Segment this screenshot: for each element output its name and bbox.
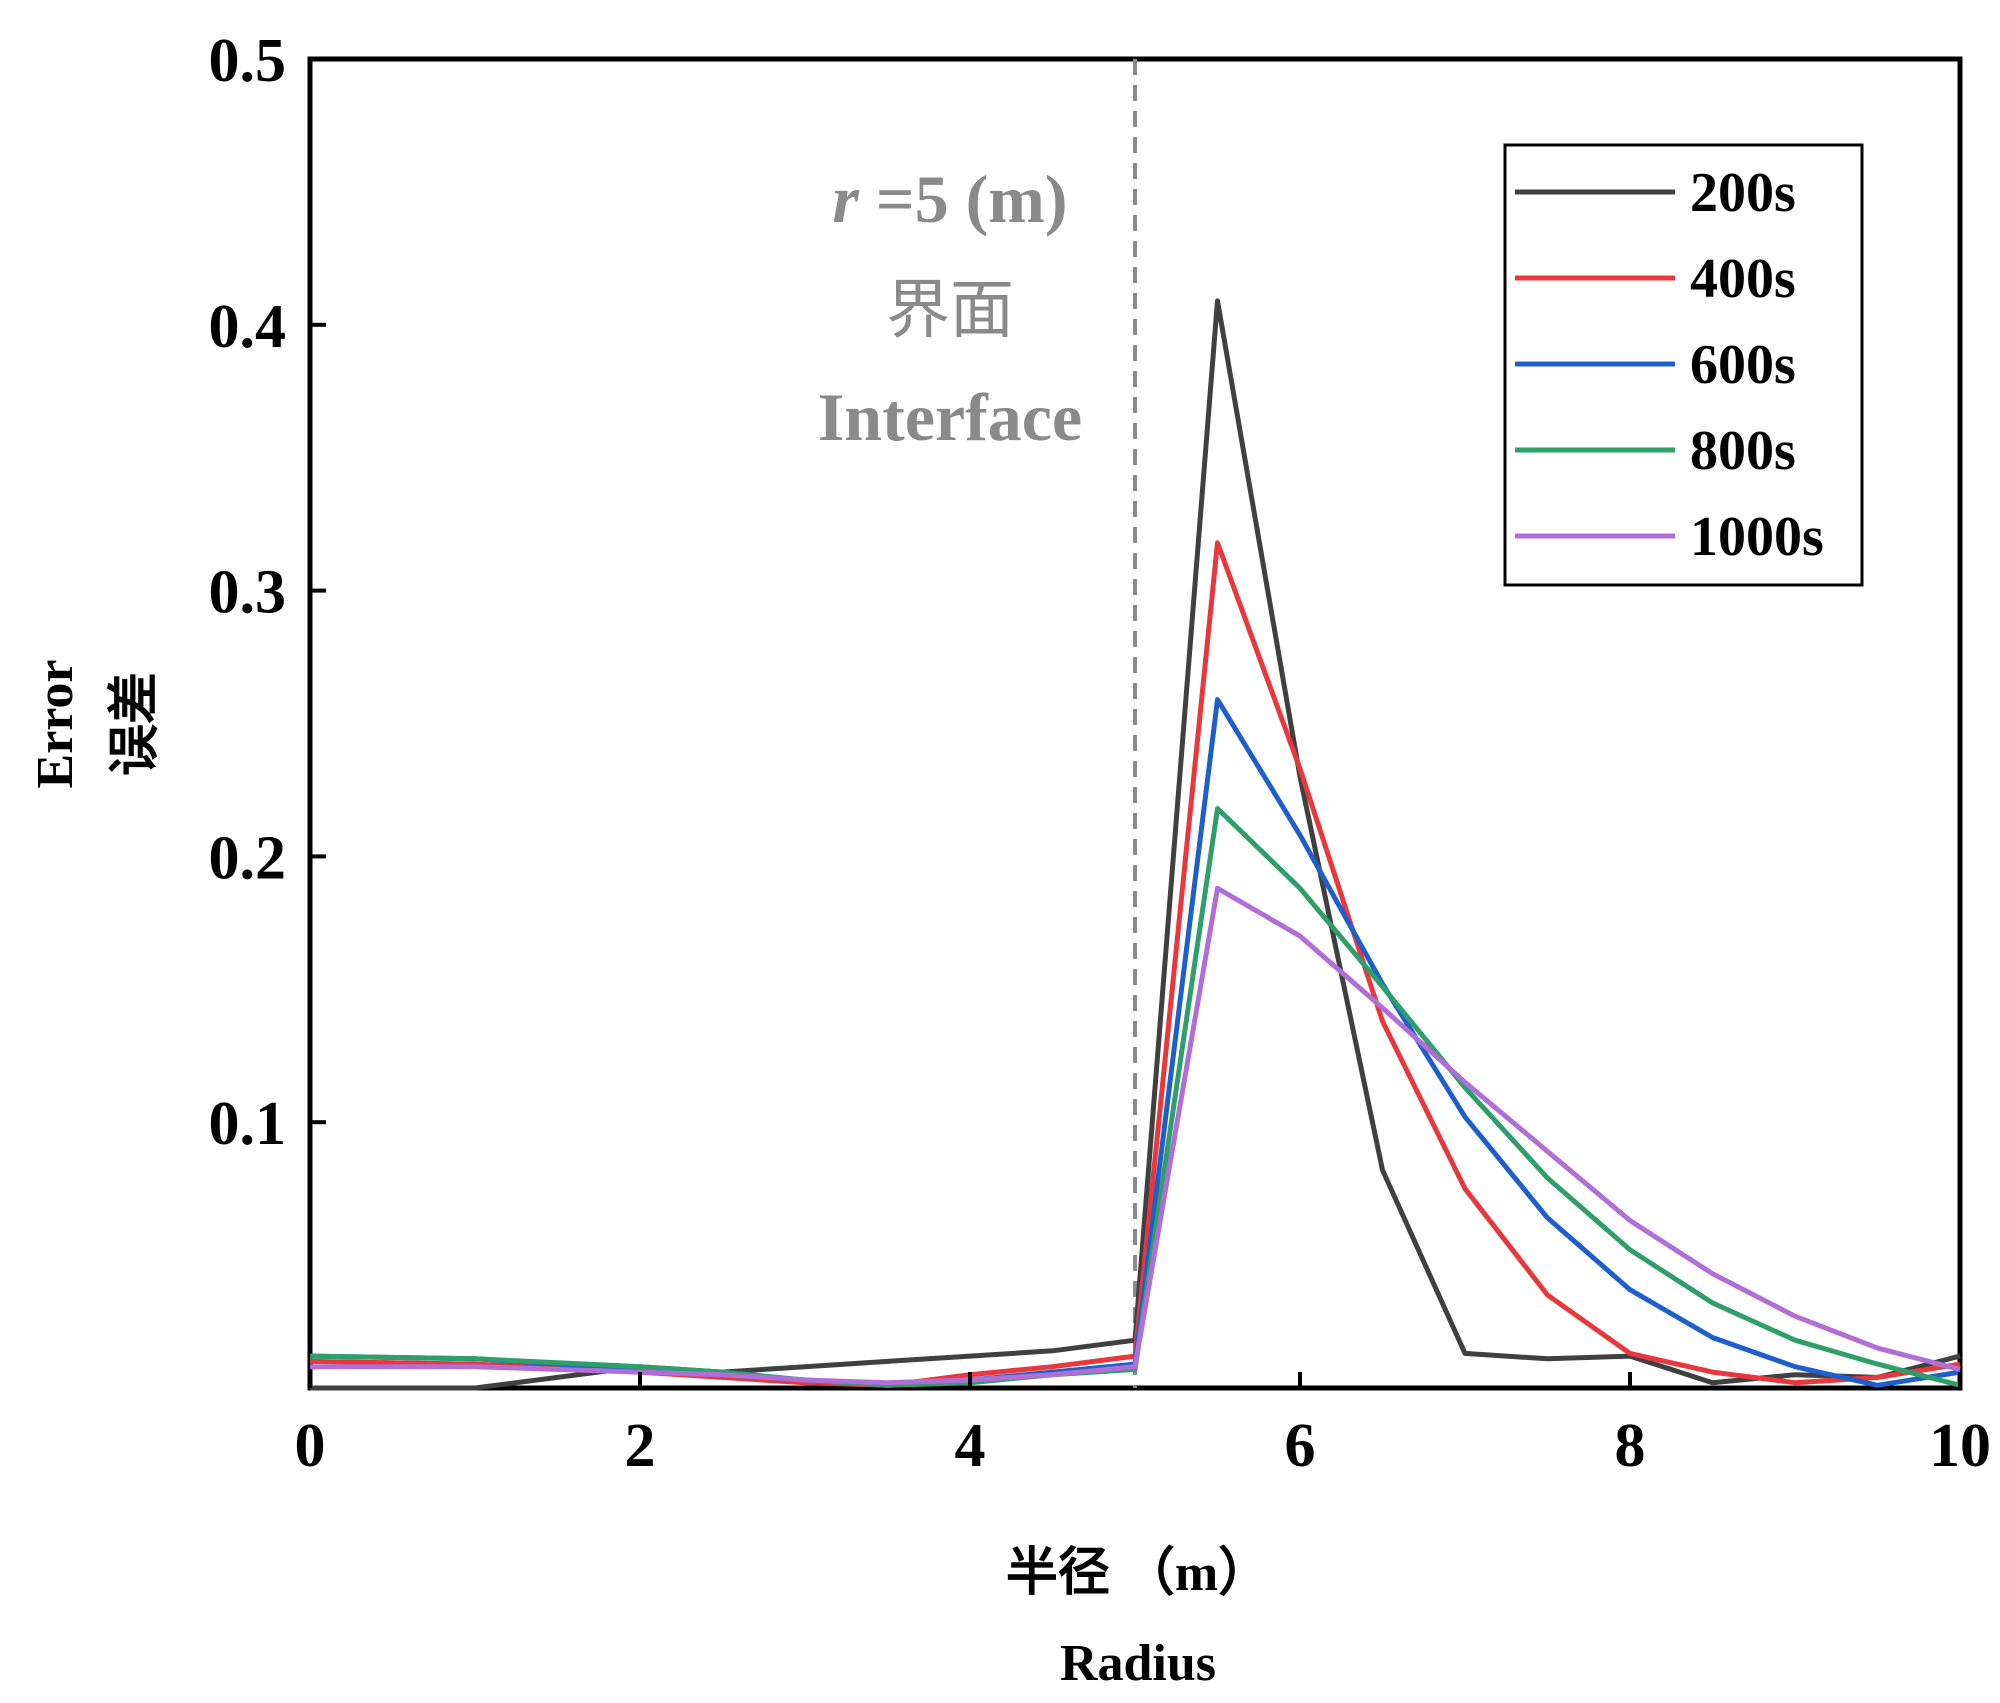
series-line-400s [309,540,1961,1388]
y-axis-title-cn: 误差 [106,672,164,776]
y-tick-label: 0.3 [209,559,287,627]
series-group [309,298,1961,1391]
interface-radius-annotation: r =5 (m) [832,161,1067,237]
legend-label-200s: 200s [1690,162,1796,224]
legend-label-800s: 800s [1690,420,1796,482]
series-line-1000s [310,885,1961,1386]
legend-label-400s: 400s [1690,248,1796,310]
x-tick-label: 2 [625,1412,656,1480]
legend-label-1000s: 1000s [1690,506,1824,568]
y-axis-ticks: 0.1 0.2 0.3 0.4 0.5 [209,27,326,1158]
legend-label-600s: 600s [1690,334,1796,396]
y-axis-title: Error [27,660,84,789]
y-tick-label: 0.4 [209,293,287,361]
interface-annotation-en: Interface [818,379,1082,455]
x-tick-label: 0 [295,1412,326,1480]
x-tick-label: 8 [1615,1412,1646,1480]
x-axis-title: Radius [1060,1635,1216,1692]
interface-annotation-cn: 界面 [886,274,1014,348]
series-line-800s [309,806,1961,1388]
legend: 200s 400s 600s 800s 1000s [1515,162,1824,568]
y-tick-label: 0.5 [209,27,287,95]
x-axis-title-cn: 半径 （m） [1006,1544,1270,1602]
y-tick-label: 0.1 [209,1090,287,1158]
y-tick-label: 0.2 [209,824,287,892]
x-tick-label: 6 [1285,1412,1316,1480]
x-tick-label: 4 [955,1412,986,1480]
x-axis-ticks: 0 2 4 6 8 10 [295,1372,1991,1480]
x-tick-label: 10 [1929,1412,1991,1480]
